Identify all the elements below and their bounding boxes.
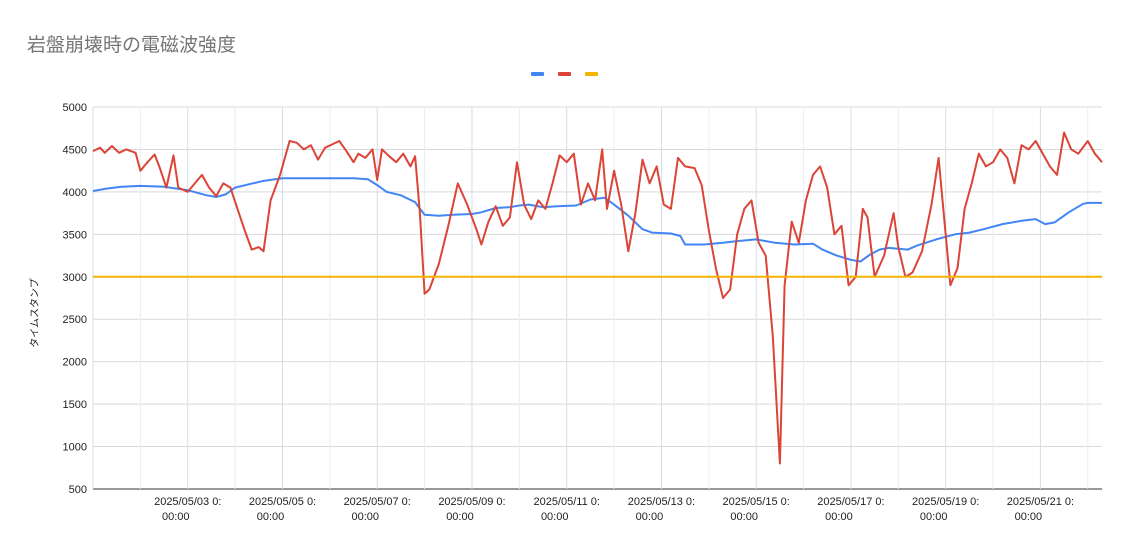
y-tick-label: 2000: [63, 357, 87, 369]
x-axis-ticks: 2025/05/03 0: 00:00 2025/05/05 0: 00:00 2025…: [154, 496, 1074, 523]
y-tick-label: 500: [69, 484, 87, 496]
x-tick-label-time: 00:00: [446, 511, 474, 523]
x-tick-label: 2025/05/19 0:: [912, 496, 979, 508]
y-tick-label: 5000: [63, 102, 87, 114]
y-axis-ticks: 500 1000 1500 2000 2500 3000 3500 4000 4500 5000: [63, 102, 87, 496]
y-tick-label: 1500: [63, 399, 87, 411]
series-line-1: [92, 177, 1102, 263]
x-tick-label: 2025/05/09 0:: [438, 496, 505, 508]
x-tick-label-time: 00:00: [257, 511, 285, 523]
y-tick-label: 3500: [63, 229, 87, 241]
x-tick-label: 2025/05/07 0:: [344, 496, 411, 508]
chart-series: [92, 131, 1103, 465]
x-tick-label: 2025/05/13 0:: [628, 496, 695, 508]
x-tick-label-time: 00:00: [541, 511, 569, 523]
x-tick-label-time: 00:00: [1015, 511, 1043, 523]
x-tick-label: 2025/05/15 0:: [723, 496, 790, 508]
x-tick-label-time: 00:00: [162, 511, 190, 523]
y-tick-label: 4000: [63, 187, 87, 199]
legend-swatch-series-3: [585, 72, 598, 76]
chart-grid: [92, 106, 1102, 490]
y-tick-label: 2500: [63, 314, 87, 326]
x-tick-label-time: 00:00: [636, 511, 664, 523]
x-tick-label: 2025/05/03 0:: [154, 496, 221, 508]
series-line-2: [92, 131, 1103, 465]
x-tick-label-time: 00:00: [730, 511, 758, 523]
chart-legend: [531, 72, 598, 76]
legend-swatch-series-1: [531, 72, 544, 76]
y-tick-label: 4500: [63, 144, 87, 156]
x-tick-label: 2025/05/17 0:: [817, 496, 884, 508]
x-tick-label: 2025/05/11 0:: [533, 496, 599, 508]
x-tick-label-time: 00:00: [351, 511, 379, 523]
y-tick-label: 1000: [63, 442, 87, 454]
x-tick-label: 2025/05/21 0:: [1007, 496, 1074, 508]
y-tick-label: 3000: [63, 272, 87, 284]
y-axis-label: タイムスタンプ: [29, 278, 41, 348]
legend-swatch-series-2: [558, 72, 571, 76]
x-tick-label-time: 00:00: [825, 511, 853, 523]
x-tick-label: 2025/05/05 0:: [249, 496, 316, 508]
x-tick-label-time: 00:00: [920, 511, 948, 523]
chart-title: 岩盤崩壊時の電磁波強度: [27, 34, 237, 56]
